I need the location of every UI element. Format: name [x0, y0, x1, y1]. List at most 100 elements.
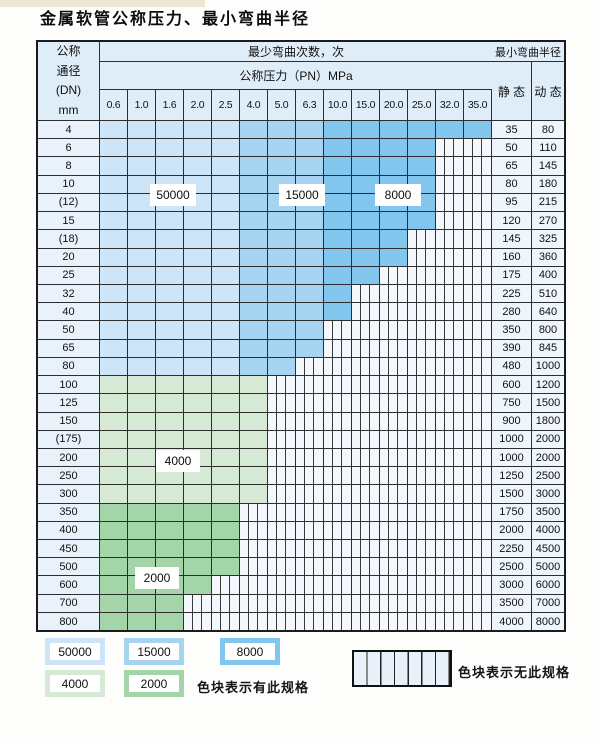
no-spec-cell [352, 521, 380, 540]
table-row: 15 120 270 [38, 212, 564, 231]
no-spec-cell [296, 448, 324, 467]
no-spec-cell [436, 612, 464, 631]
dynamic-radius-value: 4500 [532, 540, 564, 558]
spec-available-cell [464, 121, 492, 139]
spec-available-cell [100, 594, 128, 612]
no-spec-cell [324, 612, 352, 631]
no-spec-cell [436, 284, 464, 303]
table-row: 600 3000 6000 [38, 576, 564, 595]
static-radius-value: 600 [492, 376, 532, 394]
spec-available-cell [240, 212, 268, 230]
pressure-value-header: 2.5 [212, 90, 240, 120]
spec-available-cell [184, 540, 212, 558]
spec-available-cell [240, 448, 268, 467]
legend-swatch-label: 4000 [50, 675, 100, 692]
spec-available-cell [100, 503, 128, 521]
static-radius-value: 95 [492, 193, 532, 212]
no-spec-cell [436, 430, 464, 448]
spec-available-cell [296, 303, 324, 321]
no-spec-cell [380, 284, 408, 303]
no-spec-cell [296, 430, 324, 448]
spec-available-cell [212, 339, 240, 357]
spec-available-cell [100, 558, 128, 576]
dynamic-radius-value: 8000 [532, 612, 564, 631]
spec-available-cell [128, 467, 156, 485]
no-spec-cell [296, 394, 324, 412]
no-spec-cell [352, 412, 380, 430]
spec-available-cell [100, 376, 128, 394]
dn-label: 300 [38, 485, 100, 503]
no-spec-cell [324, 594, 352, 612]
spec-available-cell [156, 412, 184, 430]
cycle-count-label: 2000 [135, 567, 179, 589]
dn-header-line: 公称 [56, 44, 81, 58]
spec-available-cell [100, 394, 128, 412]
spec-available-cell [212, 467, 240, 485]
legend-swatch-2000: 2000 [124, 670, 184, 697]
spec-available-cell [100, 121, 128, 139]
no-spec-cell [324, 540, 352, 558]
no-spec-cell [352, 284, 380, 303]
spec-available-cell [156, 321, 184, 339]
spec-available-cell [268, 248, 296, 266]
spec-available-cell [212, 558, 240, 576]
spec-available-cell [212, 212, 240, 230]
no-spec-cell [324, 485, 352, 503]
spec-available-cell [156, 121, 184, 139]
no-spec-cell [240, 594, 268, 612]
spec-available-cell [100, 248, 128, 266]
spec-available-cell [324, 266, 352, 284]
spec-available-cell [324, 139, 352, 157]
no-spec-cell [352, 594, 380, 612]
spec-available-cell [380, 157, 408, 175]
spec-available-cell [240, 193, 268, 212]
spec-available-cell [296, 248, 324, 266]
no-spec-cell [436, 212, 464, 230]
dn-label: 450 [38, 540, 100, 558]
spec-available-cell [100, 467, 128, 485]
spec-available-cell [296, 230, 324, 248]
no-spec-cell [408, 448, 436, 467]
dynamic-radius-value: 3000 [532, 485, 564, 503]
no-spec-cell [464, 612, 492, 631]
spec-available-cell [212, 521, 240, 540]
dn-label: 6 [38, 139, 100, 157]
table-row: 4 35 80 [38, 121, 564, 140]
spec-available-cell [240, 430, 268, 448]
spec-available-cell [212, 248, 240, 266]
legend-not-exists-text: 色块表示无此规格 [458, 665, 571, 680]
spec-available-cell [128, 339, 156, 357]
no-spec-cell [296, 376, 324, 394]
spec-available-cell [324, 212, 352, 230]
dynamic-radius-value: 6000 [532, 576, 564, 594]
spec-available-cell [128, 376, 156, 394]
no-spec-cell [380, 612, 408, 631]
spec-available-cell [184, 248, 212, 266]
table-row: (18) 145 325 [38, 230, 564, 249]
spec-available-cell [184, 230, 212, 248]
no-spec-cell [296, 558, 324, 576]
no-spec-cell [352, 540, 380, 558]
spec-available-cell [128, 430, 156, 448]
no-spec-cell [324, 558, 352, 576]
no-spec-cell [464, 284, 492, 303]
no-spec-cell [408, 594, 436, 612]
spec-available-cell [268, 157, 296, 175]
no-spec-cell [296, 576, 324, 594]
no-spec-cell [380, 540, 408, 558]
legend-exists-text: 色块表示有此规格 [197, 680, 310, 695]
no-spec-cell [324, 521, 352, 540]
no-spec-cell [296, 503, 324, 521]
spec-available-cell [240, 357, 268, 376]
dynamic-header: 动 态 [532, 62, 564, 120]
no-spec-cell [436, 193, 464, 212]
spec-available-cell [436, 121, 464, 139]
spec-available-cell [100, 612, 128, 631]
spec-available-cell [100, 321, 128, 339]
spec-available-cell [156, 139, 184, 157]
pressure-value-header: 10.0 [324, 90, 352, 120]
spec-available-cell [380, 212, 408, 230]
spec-available-cell [184, 521, 212, 540]
spec-available-cell [352, 157, 380, 175]
pressure-value-header: 15.0 [352, 90, 380, 120]
